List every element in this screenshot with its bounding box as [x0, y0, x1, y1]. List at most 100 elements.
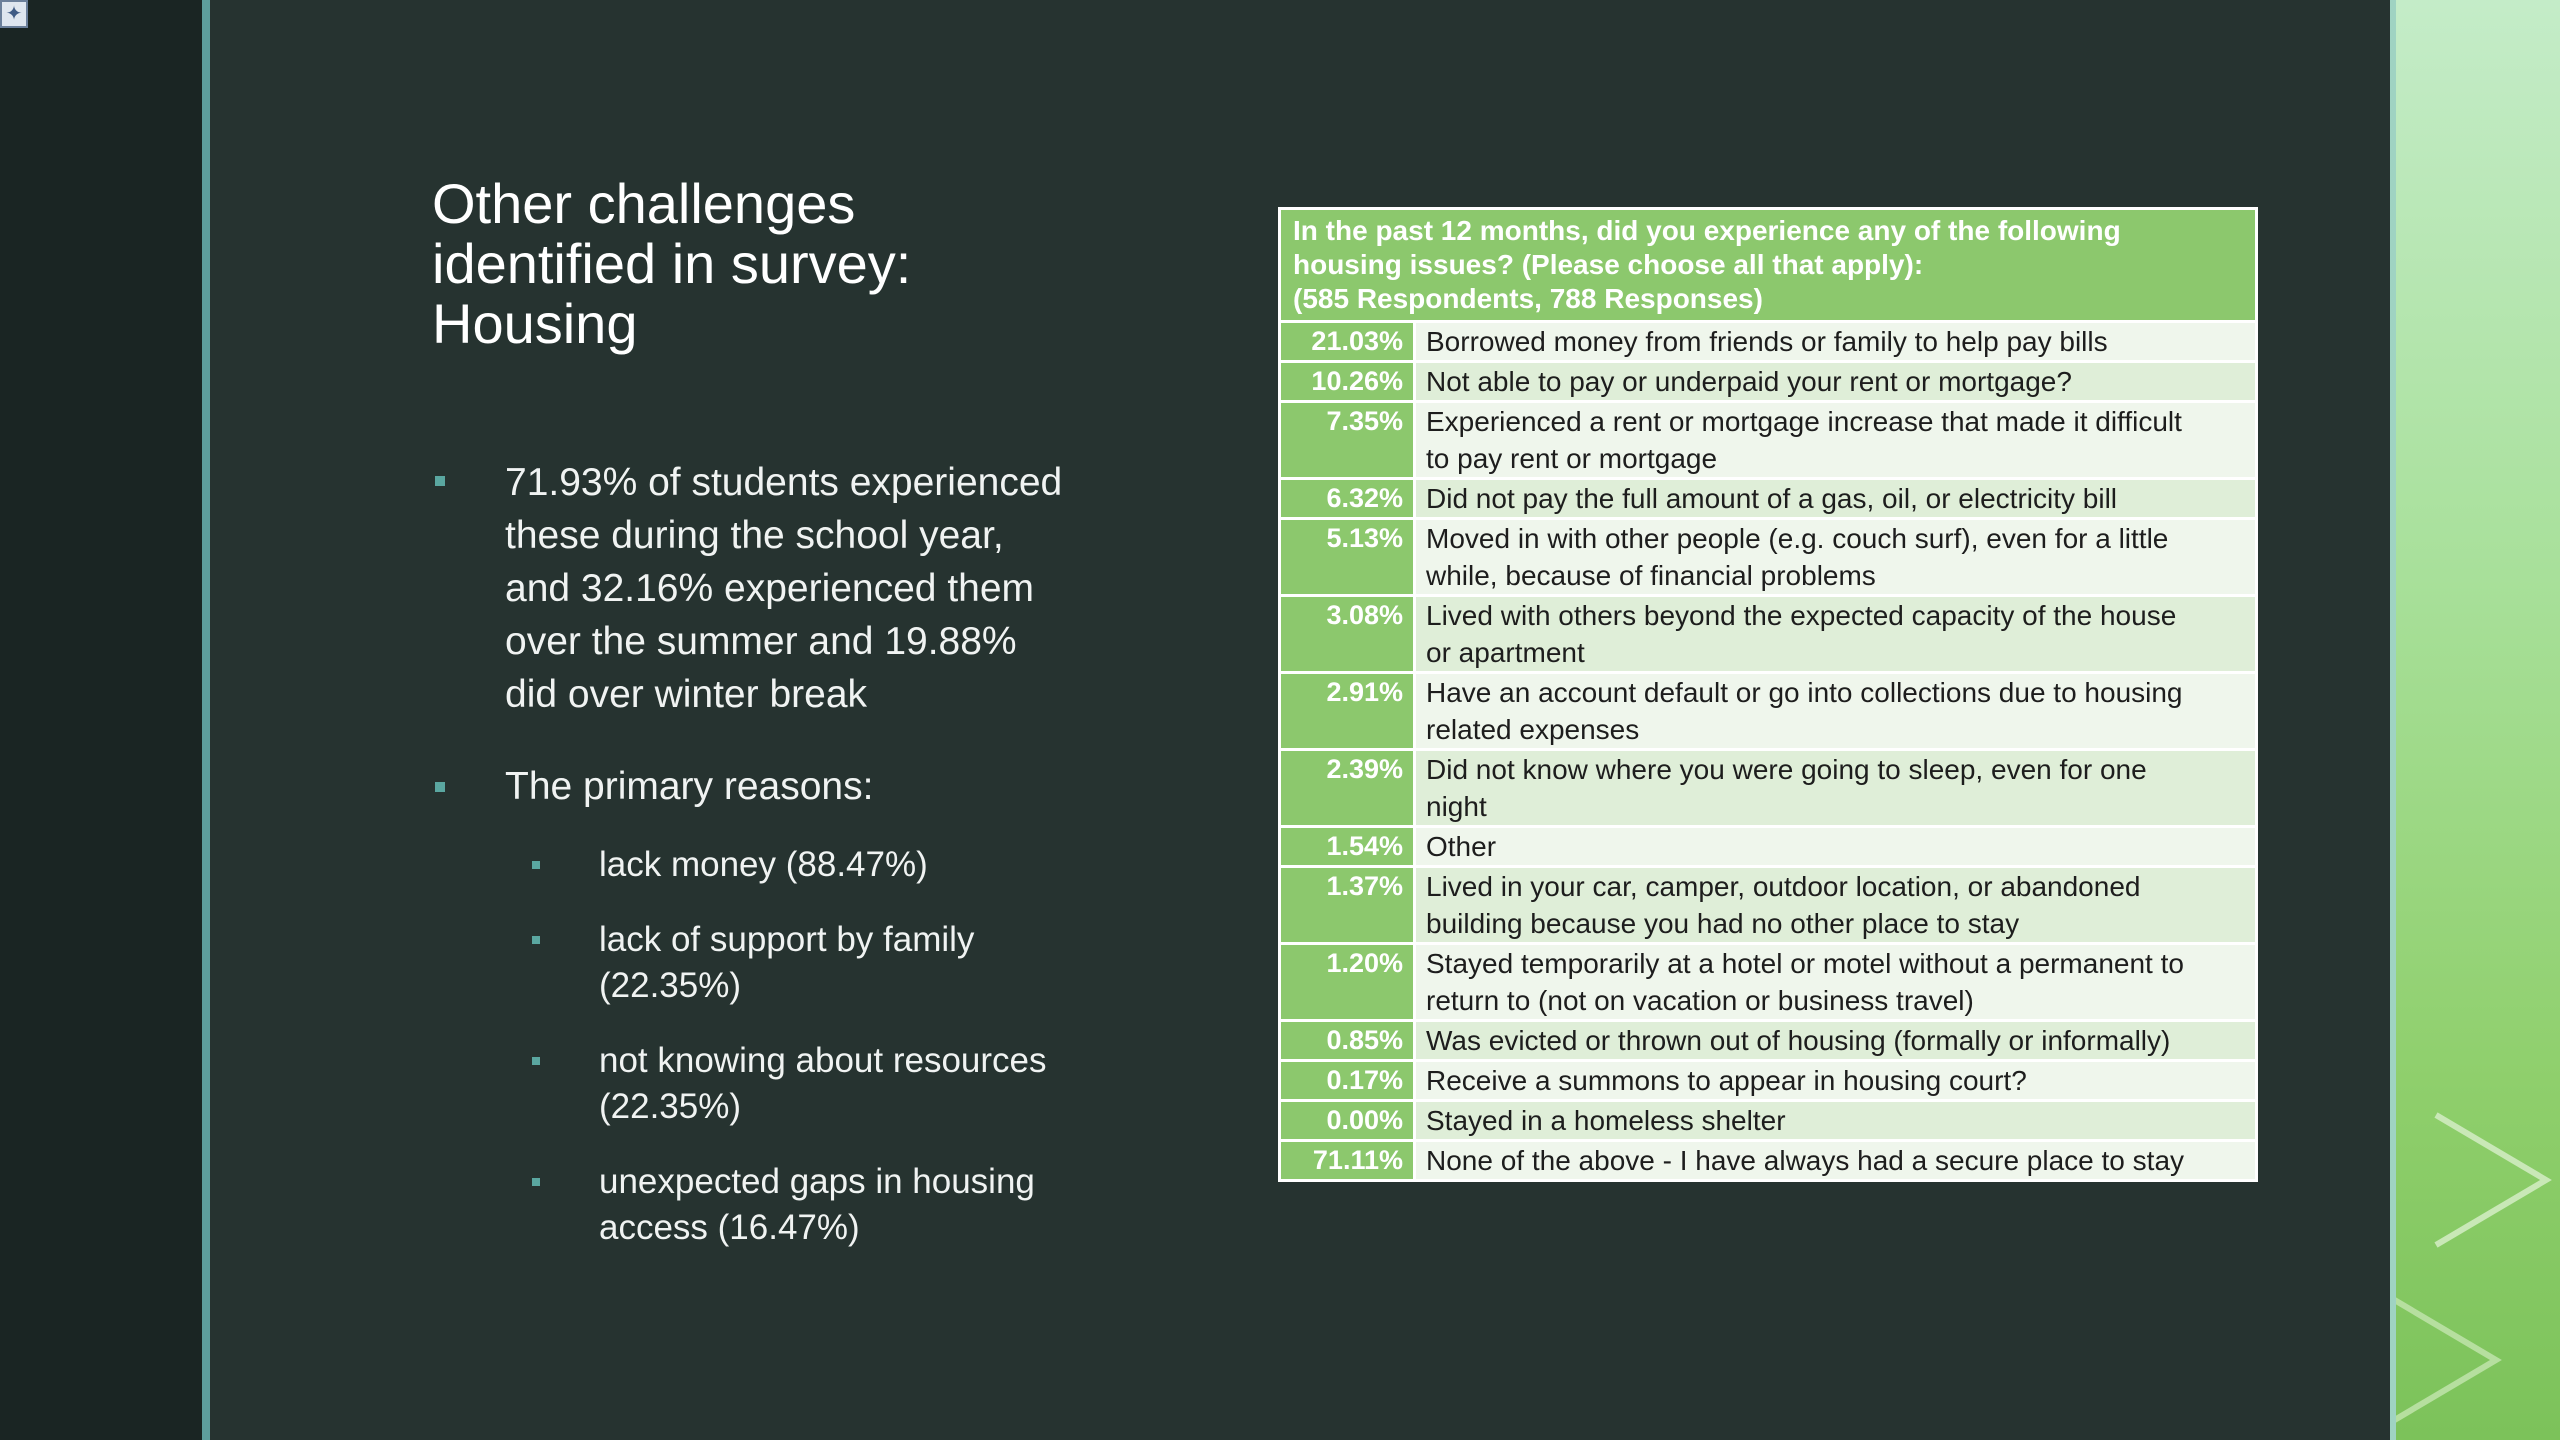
right-green-panel [2396, 0, 2560, 1440]
table-row: 21.03% Borrowed money from friends or fam… [1278, 320, 2258, 363]
table-row: 10.26% Not able to pay or underpaid your … [1278, 360, 2258, 403]
table-row: 2.39% Did not know where you were going t… [1278, 748, 2258, 828]
description-line: None of the above - I have always had a … [1426, 1145, 2185, 1176]
description-cell: Receive a summons to appear in housing c… [1413, 1059, 2258, 1102]
percent-cell: 21.03% [1278, 320, 1416, 363]
description-line: related expenses [1426, 714, 1640, 745]
description-line: Was evicted or thrown out of housing (fo… [1426, 1025, 2171, 1056]
percent-cell: 2.91% [1278, 671, 1416, 751]
table-row: 5.13% Moved in with other people (e.g. co… [1278, 517, 2258, 597]
description-cell: Other [1413, 825, 2258, 868]
description-line: Did not know where you were going to sle… [1426, 754, 2147, 785]
description-cell: Stayed temporarily at a hotel or motel w… [1413, 942, 2258, 1022]
sub-bullet-item: not knowing about resources (22.35%) [530, 1038, 1130, 1130]
description-line: Receive a summons to appear in housing c… [1426, 1065, 2027, 1096]
bullet-line: not knowing about resources [599, 1041, 1047, 1080]
right-accent-rule [2390, 0, 2396, 1440]
table-row: 7.35% Experienced a rent or mortgage incr… [1278, 400, 2258, 480]
left-dark-strip [0, 0, 202, 1440]
description-line: Stayed in a homeless shelter [1426, 1105, 1786, 1136]
bullet-line: over the summer and 19.88% [505, 620, 1017, 663]
bullet-line: 71.93% of students experienced [505, 461, 1063, 504]
percent-cell: 2.39% [1278, 748, 1416, 828]
percent-cell: 0.17% [1278, 1059, 1416, 1102]
left-accent-rule [202, 0, 210, 1440]
description-cell: Lived with others beyond the expected ca… [1413, 594, 2258, 674]
table-body: 21.03% Borrowed money from friends or fam… [1278, 320, 2258, 1182]
description-cell: Did not know where you were going to sle… [1413, 748, 2258, 828]
table-header-row: In the past 12 months, did you experienc… [1278, 207, 2258, 323]
sub-bullet-item: lack of support by family (22.35%) [530, 917, 1130, 1009]
percent-cell: 1.20% [1278, 942, 1416, 1022]
bullet-line: access (16.47%) [599, 1208, 860, 1247]
slide-thumbnail-icon[interactable]: ✦ [0, 0, 28, 28]
percent-cell: 7.35% [1278, 400, 1416, 480]
bullet-line: lack of support by family [599, 920, 975, 959]
sub-bullet-item: unexpected gaps in housing access (16.47… [530, 1159, 1130, 1251]
percent-cell: 3.08% [1278, 594, 1416, 674]
table-row: 1.54% Other [1278, 825, 2258, 868]
description-cell: Lived in your car, camper, outdoor locat… [1413, 865, 2258, 945]
table-row: 6.32% Did not pay the full amount of a ga… [1278, 477, 2258, 520]
title-line: Housing [432, 292, 638, 355]
table-row: 0.17% Receive a summons to appear in hous… [1278, 1059, 2258, 1102]
bullet-item: The primary reasons: [432, 760, 1132, 813]
title-line: Other challenges [432, 172, 856, 235]
bullet-text: 71.93% of students experienced these dur… [432, 456, 1132, 721]
description-cell: Borrowed money from friends or family to… [1413, 320, 2258, 363]
percent-cell: 71.11% [1278, 1139, 1416, 1182]
table-row: 1.37% Lived in your car, camper, outdoor … [1278, 865, 2258, 945]
table-row: 0.00% Stayed in a homeless shelter [1278, 1099, 2258, 1142]
description-cell: Did not pay the full amount of a gas, oi… [1413, 477, 2258, 520]
description-line: Moved in with other people (e.g. couch s… [1426, 523, 2169, 554]
bullet-line: these during the school year, [505, 514, 1004, 557]
header-line: (585 Respondents, 788 Responses) [1293, 283, 1763, 314]
description-line: Lived in your car, camper, outdoor locat… [1426, 871, 2141, 902]
header-line: In the past 12 months, did you experienc… [1293, 215, 2121, 246]
bullet-line: and 32.16% experienced them [505, 567, 1035, 610]
description-line: Stayed temporarily at a hotel or motel w… [1426, 948, 2184, 979]
description-cell: Was evicted or thrown out of housing (fo… [1413, 1019, 2258, 1062]
description-cell: Experienced a rent or mortgage increase … [1413, 400, 2258, 480]
bullet-line: unexpected gaps in housing [599, 1162, 1035, 1201]
header-line: housing issues? (Please choose all that … [1293, 249, 1924, 280]
description-line: Other [1426, 831, 1497, 862]
slide-title: Other challenges identified in survey: H… [432, 174, 1052, 354]
table-row: 2.91% Have an account default or go into … [1278, 671, 2258, 751]
bullet-line: (22.35%) [599, 1087, 742, 1126]
description-line: Have an account default or go into colle… [1426, 677, 2183, 708]
sub-bullet-text: not knowing about resources (22.35%) [530, 1038, 1130, 1130]
description-line: while, because of financial problems [1426, 560, 1876, 591]
title-line: identified in survey: [432, 232, 912, 295]
description-line: Not able to pay or underpaid your rent o… [1426, 366, 2072, 397]
table-row: 71.11% None of the above - I have always … [1278, 1139, 2258, 1182]
percent-cell: 5.13% [1278, 517, 1416, 597]
sub-bullet-text: lack money (88.47%) [530, 842, 1130, 888]
sub-bullet-item: lack money (88.47%) [530, 842, 1130, 888]
percent-cell: 1.37% [1278, 865, 1416, 945]
description-line: Lived with others beyond the expected ca… [1426, 600, 2177, 631]
description-line: Experienced a rent or mortgage increase … [1426, 406, 2182, 437]
description-line: Did not pay the full amount of a gas, oi… [1426, 483, 2118, 514]
bullet-line: (22.35%) [599, 966, 742, 1005]
table-header: In the past 12 months, did you experienc… [1278, 207, 2258, 323]
description-cell: Moved in with other people (e.g. couch s… [1413, 517, 2258, 597]
description-line: Borrowed money from friends or family to… [1426, 326, 2108, 357]
survey-results-table: In the past 12 months, did you experienc… [1278, 207, 2258, 1182]
description-cell: Not able to pay or underpaid your rent o… [1413, 360, 2258, 403]
percent-cell: 1.54% [1278, 825, 1416, 868]
bullet-square-icon [435, 476, 445, 486]
bullet-square-icon [532, 1178, 540, 1186]
bullet-text: The primary reasons: [505, 765, 874, 808]
bullet-square-icon [532, 936, 540, 944]
bullet-square-icon [532, 861, 540, 869]
bullet-square-icon [532, 1057, 540, 1065]
description-line: to pay rent or mortgage [1426, 443, 1718, 474]
bullet-line: did over winter break [505, 673, 868, 716]
description-line: building because you had no other place … [1426, 908, 2020, 939]
description-cell: Have an account default or go into colle… [1413, 671, 2258, 751]
chevron-right-icon [2396, 1297, 2502, 1423]
description-cell: None of the above - I have always had a … [1413, 1139, 2258, 1182]
bullet-square-icon [435, 782, 445, 792]
